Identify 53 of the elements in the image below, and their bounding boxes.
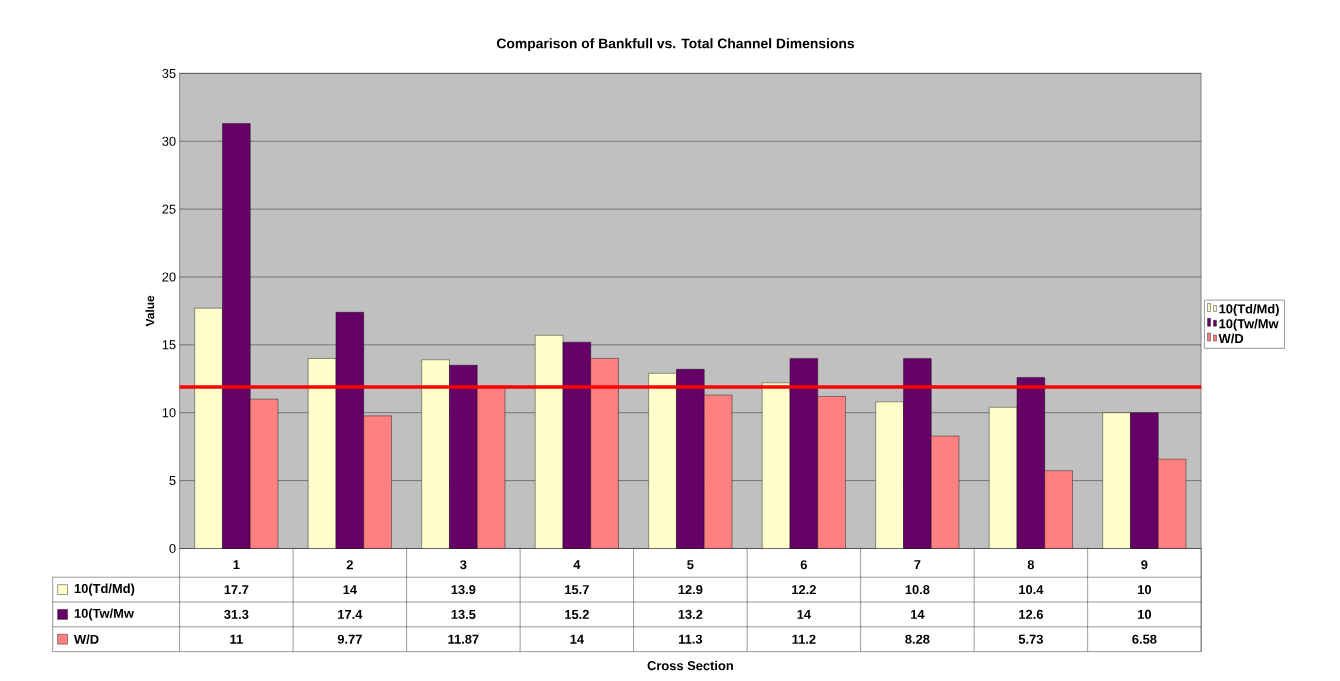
legend-label: 10(Td/Md) <box>74 583 135 596</box>
data-label: 14 <box>570 634 584 644</box>
data-label: 10 <box>1138 584 1152 595</box>
y-tick-label: 5 <box>169 475 176 485</box>
data-label: 10 <box>1138 609 1152 619</box>
data-label: 12.2 <box>792 584 816 594</box>
data-label: 17.4 <box>338 609 363 619</box>
legend-label: 10(Tw/Mw <box>1219 318 1279 331</box>
y-tick-label: 10 <box>162 407 176 418</box>
data-label: 9.77 <box>337 634 362 644</box>
text: 10(Tw/Mw <box>74 608 134 621</box>
x-tick-label: 2 <box>346 559 353 569</box>
data-label: 10.4 <box>1019 584 1044 595</box>
y-tick-label: 20 <box>162 272 176 282</box>
data-label: 13.9 <box>451 584 476 595</box>
data-label: 12.9 <box>678 584 703 595</box>
x-tick-label: 6 <box>800 559 807 570</box>
data-label: 11.3 <box>678 634 703 644</box>
data-label: 14 <box>343 585 357 594</box>
data-label: 13.5 <box>451 609 476 619</box>
data-label: 14 <box>911 609 925 619</box>
y-tick-label: 35 <box>162 68 176 78</box>
y-axis-title: Value <box>145 295 155 327</box>
x-tick-label: 5 <box>687 559 694 569</box>
data-label: 15.2 <box>565 609 589 619</box>
x-tick-label: 9 <box>1141 559 1148 570</box>
data-label: 15.7 <box>565 584 589 594</box>
chart-title: Comparison of Bankfull vs. Total Channel Dimensions <box>496 37 855 51</box>
data-label: 13.2 <box>678 609 703 619</box>
text: 10(Td/Md) <box>1219 303 1279 316</box>
x-tick-label: 4 <box>573 559 581 569</box>
y-tick-label: 0 <box>169 543 176 553</box>
y-tick-label: 15 <box>162 340 176 350</box>
data-label: 12.6 <box>1019 609 1043 619</box>
data-label: 14 <box>797 609 811 619</box>
data-label: 11.87 <box>448 634 479 644</box>
data-label: 6.58 <box>1132 634 1157 644</box>
data-label: 31.3 <box>224 609 249 619</box>
text: W/D <box>74 634 99 644</box>
data-label: 8.28 <box>905 634 930 644</box>
data-label: 11 <box>230 634 243 644</box>
data-label: 11.2 <box>792 634 816 644</box>
legend-label: W/D <box>1218 333 1244 344</box>
data-label: 5.73 <box>1018 634 1043 644</box>
x-tick-label: 1 <box>233 559 240 569</box>
data-label: 17.7 <box>224 585 249 594</box>
x-tick-label: 3 <box>460 559 467 570</box>
text: Cross Section <box>647 660 733 671</box>
data-label: 10.8 <box>905 584 930 595</box>
y-tick-label: 30 <box>162 136 176 146</box>
x-tick-label: 7 <box>914 559 921 569</box>
x-tick-label: 8 <box>1027 559 1035 570</box>
y-tick-label: 25 <box>162 204 176 214</box>
